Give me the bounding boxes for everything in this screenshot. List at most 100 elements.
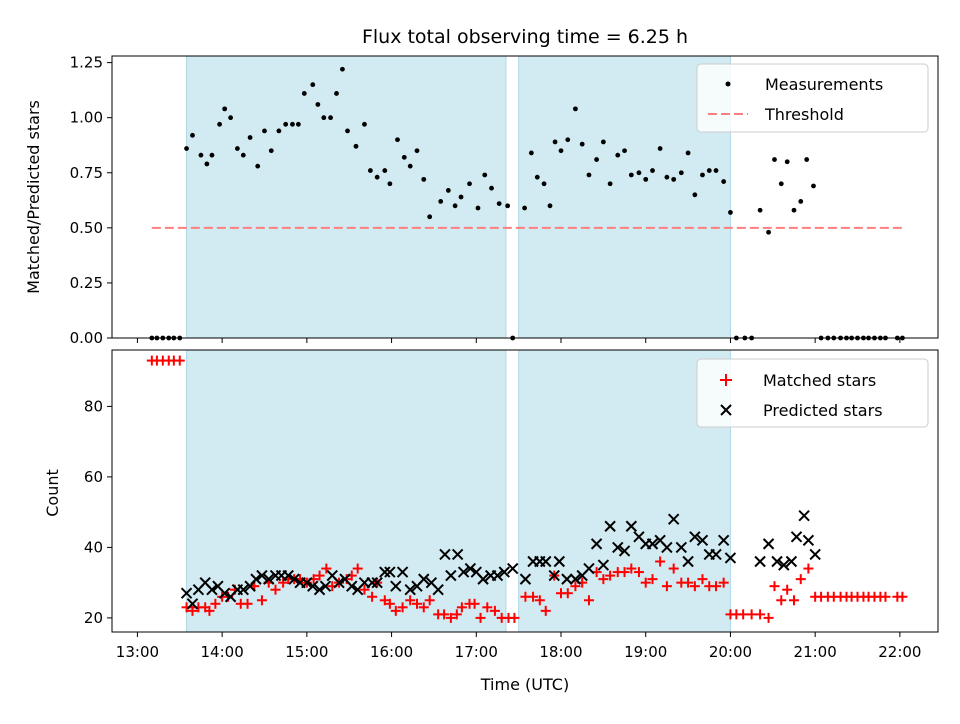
measurement-point bbox=[664, 174, 670, 180]
legend-threshold-label: Threshold bbox=[764, 105, 844, 124]
top-data-marks bbox=[149, 66, 905, 341]
matched-star-point bbox=[482, 602, 493, 613]
measurement-point bbox=[685, 150, 691, 156]
predicted-star-point bbox=[313, 583, 326, 596]
predicted-star-point bbox=[696, 534, 709, 547]
top-y-tick-label: 0.00 bbox=[70, 329, 103, 347]
legend-measurements-marker bbox=[725, 81, 731, 87]
x-tick-label: 22:00 bbox=[878, 643, 921, 661]
matched-star-point bbox=[633, 567, 644, 578]
measurement-point bbox=[458, 194, 464, 200]
measurement-point bbox=[811, 183, 816, 189]
measurement-point bbox=[579, 141, 585, 147]
matched-star-point bbox=[683, 577, 694, 588]
matched-star-point bbox=[897, 591, 908, 602]
predicted-star-point bbox=[218, 587, 231, 599]
measurement-point bbox=[692, 192, 698, 198]
matched-star-point bbox=[418, 602, 429, 613]
predicted-star-point bbox=[778, 559, 790, 571]
predicted-star-point bbox=[785, 555, 798, 568]
measurement-point bbox=[247, 135, 253, 140]
measurement-point bbox=[467, 181, 472, 187]
matched-star-point bbox=[411, 598, 422, 609]
matched-star-point bbox=[605, 570, 616, 581]
matched-star-point bbox=[359, 584, 370, 595]
matched-star-point bbox=[439, 609, 450, 620]
matched-star-point bbox=[174, 355, 185, 366]
measurement-point bbox=[622, 148, 627, 154]
predicted-star-point bbox=[710, 548, 722, 561]
predicted-star-point bbox=[390, 580, 402, 592]
bottom-legend-box bbox=[696, 358, 929, 428]
matched-star-point bbox=[647, 574, 658, 585]
predicted-star-point bbox=[432, 583, 444, 596]
matched-star-point bbox=[405, 595, 416, 606]
matched-star-point bbox=[390, 605, 401, 616]
predicted-star-point bbox=[754, 555, 766, 568]
predicted-star-point bbox=[333, 576, 345, 589]
matched-star-point bbox=[788, 595, 799, 606]
measurement-point bbox=[671, 176, 677, 182]
predicted-star-point bbox=[590, 538, 603, 550]
predicted-star-point bbox=[379, 566, 391, 578]
measurement-point bbox=[184, 146, 189, 151]
measurement-point bbox=[650, 168, 655, 173]
measurement-point bbox=[721, 179, 727, 184]
predicted-star-point bbox=[384, 566, 396, 578]
measurement-point bbox=[190, 132, 195, 138]
predicted-star-point bbox=[762, 538, 775, 550]
matched-star-point bbox=[489, 605, 500, 616]
measurement-point bbox=[594, 157, 599, 162]
measurement-point bbox=[528, 150, 534, 156]
x-tick-label: 20:00 bbox=[709, 643, 752, 661]
bottom-legend: Matched stars Predicted stars bbox=[696, 358, 929, 428]
predicted-star-point bbox=[180, 587, 193, 599]
measurement-point bbox=[268, 148, 274, 154]
legend-matched-label: Matched stars bbox=[763, 371, 876, 390]
measurement-point bbox=[414, 148, 420, 154]
bottom-axes-frame bbox=[111, 349, 939, 633]
matched-star-point bbox=[456, 602, 467, 613]
predicted-star-point bbox=[604, 520, 616, 532]
x-tick-label: 15:00 bbox=[285, 643, 328, 661]
top-panel: 0.00 0.25 0.50 0.75 1.00 1.25 Matched/Predict… bbox=[24, 54, 939, 347]
matched-star-point bbox=[367, 591, 378, 602]
top-shaded-interval-1 bbox=[186, 55, 507, 339]
measurement-point bbox=[791, 207, 797, 213]
measurement-point bbox=[209, 152, 215, 158]
top-y-tick-label: 0.25 bbox=[70, 274, 103, 292]
measurement-point bbox=[387, 181, 393, 187]
measurement-point bbox=[678, 170, 684, 176]
predicted-star-point bbox=[445, 569, 457, 582]
predicted-star-point bbox=[682, 555, 694, 568]
measurement-point bbox=[401, 154, 407, 160]
measurement-point bbox=[353, 143, 359, 149]
matched-star-point bbox=[711, 581, 722, 592]
matched-star-point bbox=[795, 574, 806, 585]
matched-star-point bbox=[528, 591, 539, 602]
measurement-point bbox=[334, 91, 339, 96]
predicted-star-point bbox=[689, 531, 701, 543]
bottom-shaded-intervals bbox=[186, 349, 731, 633]
predicted-star-point bbox=[301, 576, 313, 589]
legend-predicted-marker bbox=[720, 404, 732, 416]
predicted-star-point bbox=[667, 513, 680, 525]
predicted-star-point bbox=[371, 576, 383, 589]
predicted-star-point bbox=[346, 580, 358, 592]
bottom-y-tick-label: 60 bbox=[84, 468, 103, 486]
measurement-point bbox=[301, 91, 307, 96]
matched-star-point bbox=[803, 563, 814, 574]
matched-star-point bbox=[697, 574, 708, 585]
matched-star-point bbox=[256, 595, 267, 606]
measurement-point bbox=[283, 121, 289, 127]
bottom-data-marks bbox=[146, 355, 908, 623]
top-y-axis-label: Matched/Predicted stars bbox=[24, 100, 43, 294]
measurement-point bbox=[310, 82, 316, 88]
predicted-star-point bbox=[507, 562, 519, 575]
x-axis-label: Time (UTC) bbox=[480, 675, 569, 694]
measurement-point bbox=[505, 203, 511, 209]
top-legend: Measurements Threshold bbox=[696, 63, 929, 133]
measurement-point bbox=[240, 152, 246, 158]
measurement-point bbox=[427, 214, 433, 220]
measurement-point bbox=[452, 203, 458, 209]
